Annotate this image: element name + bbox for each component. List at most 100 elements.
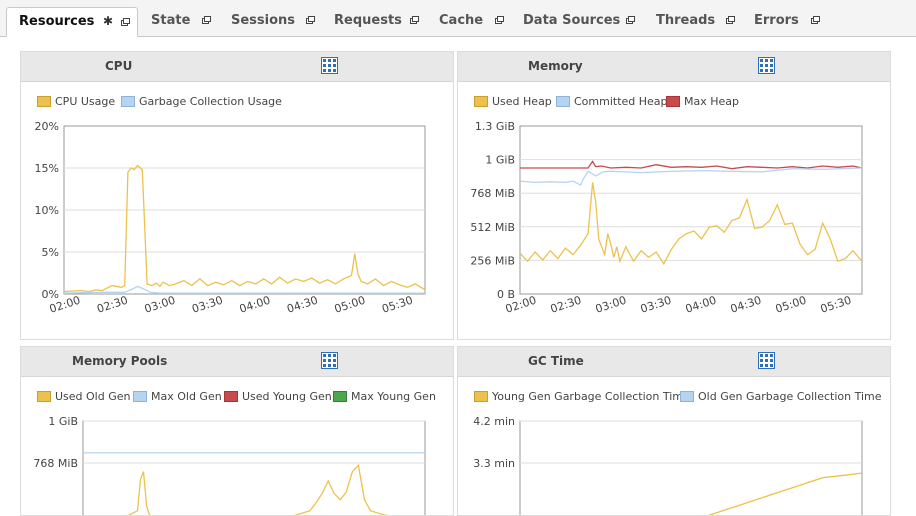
table-view-icon[interactable] [321,352,338,369]
legend-label: Committed Heap [574,95,668,108]
gc-time-chart: 4.2 min 3.3 min [473,415,863,515]
popout-icon[interactable] [811,16,820,24]
legend-label: Garbage Collection Usage [139,95,282,108]
legend-swatch [121,96,135,107]
table-view-icon[interactable] [758,352,775,369]
tab-sessions[interactable]: Sessions [230,7,320,36]
x-tick-label: 04:00 [238,294,272,316]
y-tick-label: 1.3 GiB [475,120,515,133]
legend-swatch [680,391,694,402]
y-tick-label: 20% [35,120,59,133]
x-tick-label: 05:00 [774,294,808,316]
y-tick-label: 4.2 min [473,415,515,428]
legend-label: Max Old Gen [151,390,222,403]
y-tick-label: 256 MiB [470,254,515,267]
tab-label: Errors [754,13,799,28]
y-tick-label: 512 MiB [470,221,515,234]
tab-label: Resources [19,14,95,29]
plot-area [82,420,426,515]
y-tick-label: 1 GiB [48,415,78,428]
x-tick-label: 03:00 [594,294,628,316]
legend-swatch [556,96,570,107]
popout-icon[interactable] [495,16,504,24]
x-tick-label: 03:00 [143,294,177,316]
plot-area [519,125,863,295]
tab-bar: Resources ✱ State Sessions Requests Cach… [0,0,916,37]
popout-icon[interactable] [202,16,211,24]
panel-header: CPU [21,52,453,82]
legend-swatch [666,96,680,107]
legend-label: Young Gen Garbage Collection Time [492,390,690,403]
cpu-chart: 0%5%10%15%20%02:00 02:30 03:00 03:30 04:00 04… [35,120,426,316]
y-tick-label: 0% [42,288,59,301]
cpu-panel: CPU CPU Usage Garbage Collection Usage 0… [20,51,454,340]
x-tick-label: 02:30 [95,294,129,316]
tab-cache[interactable]: Cache [438,7,513,36]
popout-icon[interactable] [726,16,735,24]
x-tick-label: 04:30 [729,294,763,316]
legend-swatch [37,391,51,402]
y-tick-label: 1 GiB [485,154,515,167]
memory-panel: Memory Used Heap Committed Heap Max Heap… [457,51,891,340]
tab-resources[interactable]: Resources ✱ [6,7,138,37]
legend-label: CPU Usage [55,95,116,108]
memory-pools-chart: 1 GiB 768 MiB [33,415,426,515]
tab-errors[interactable]: Errors [753,7,828,36]
popout-icon[interactable] [306,16,315,24]
tab-data-sources[interactable]: Data Sources [522,7,644,36]
series-line-cpu-usage [64,164,425,293]
y-tick-label: 5% [42,246,59,259]
x-tick-label: 02:30 [549,294,583,316]
panel-header: Memory [458,52,890,82]
legend-swatch [474,96,488,107]
panel-title: Memory Pools [72,354,168,368]
legend-label: Used Old Gen [55,390,131,403]
panel-title: Memory [528,59,583,73]
legend-label: Max Young Gen [351,390,436,403]
panel-header: GC Time [458,347,890,377]
x-tick-label: 05:30 [819,294,853,316]
y-tick-label: 0 B [497,288,515,301]
y-tick-label: 10% [35,204,59,217]
popout-icon[interactable] [410,16,419,24]
series-line-garbage-collection-usage [64,285,425,294]
x-tick-label: 05:00 [333,294,367,316]
gc-time-panel: GC Time Young Gen Garbage Collection Tim… [457,346,891,516]
series-line-committed-heap [520,167,862,186]
legend-swatch [133,391,147,402]
tab-label: Data Sources [523,13,621,28]
popout-icon[interactable] [121,18,130,26]
table-view-icon[interactable] [321,57,338,74]
x-tick-label: 04:00 [684,294,718,316]
legend-swatch [333,391,347,402]
x-tick-label: 03:30 [190,294,224,316]
legend-label: Old Gen Garbage Collection Time [698,390,882,403]
tab-threads[interactable]: Threads [655,7,743,36]
popout-icon[interactable] [626,16,635,24]
y-tick-label: 15% [35,162,59,175]
tab-label: Threads [656,13,716,28]
tab-label: Requests [334,13,402,28]
legend-swatch [37,96,51,107]
y-tick-label: 768 MiB [33,457,78,470]
legend-label: Max Heap [684,95,739,108]
panel-header: Memory Pools [21,347,453,377]
tab-requests[interactable]: Requests [333,7,428,36]
panel-title: CPU [105,59,133,73]
tab-state[interactable]: State [150,7,220,36]
tab-label: Cache [439,13,484,28]
legend-swatch [474,391,488,402]
y-tick-label: 3.3 min [473,457,515,470]
memory-pools-panel: Memory Pools Used Old Gen Max Old Gen Us… [20,346,454,516]
legend-swatch [224,391,238,402]
x-tick-label: 04:30 [285,294,319,316]
gear-icon[interactable]: ✱ [103,14,114,28]
series-line-max-heap [520,160,862,170]
tab-label: Sessions [231,13,296,28]
table-view-icon[interactable] [758,57,775,74]
tab-label: State [151,13,191,28]
x-tick-label: 05:30 [380,294,414,316]
panel-title: GC Time [528,354,584,368]
plot-area [519,420,863,515]
